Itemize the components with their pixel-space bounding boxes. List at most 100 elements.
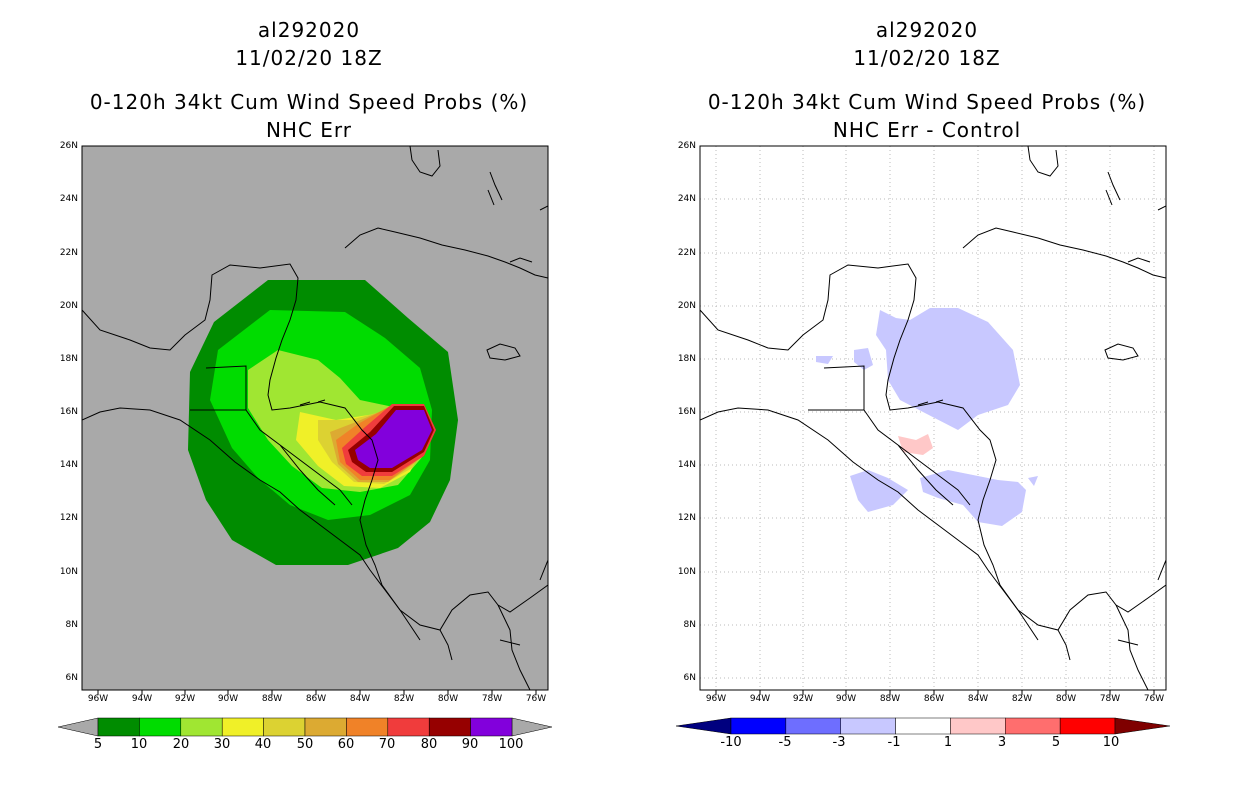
left-map-svg [57,145,553,737]
panel-subtitle: NHC Err - Control [832,118,1022,142]
lon-label: 92W [792,694,814,704]
diff-neg-region [816,356,833,364]
lon-label: 78W [481,694,503,704]
lon-label: 84W [349,694,371,704]
lat-label: 18N [677,354,696,364]
colorbar-label: 3 [997,735,1007,750]
lat-label: 6N [65,673,78,683]
colorbar-swatch [895,717,951,735]
storm-id: al292020 [875,18,979,42]
lat-label: 10N [59,567,78,577]
lat-label: 18N [59,354,78,364]
lon-label: 94W [131,694,153,704]
lat-label: 6N [683,673,696,683]
diff-neg-region [850,470,908,512]
lat-label: 16N [677,407,696,417]
right-colorbar [675,717,1171,735]
lat-label: 22N [59,248,78,258]
lon-label: 88W [261,694,283,704]
colorbar-label: 10 [1102,735,1120,750]
lat-label: 26N [677,141,696,151]
product-title: 0-120h 34kt Cum Wind Speed Probs (%) [89,90,529,114]
lon-label: 86W [305,694,327,704]
colorbar-low-arrow [675,717,732,735]
colorbar-high-arrow [511,717,553,737]
lon-label: 96W [87,694,109,704]
colorbar-label: 20 [172,737,190,752]
diff-neg-region [854,348,873,370]
colorbar-label: -5 [778,735,792,750]
colorbar-swatch [840,717,896,735]
left-map-panel: al292020 11/02/20 18Z 0-120h 34kt Cum Wi… [57,18,553,752]
colorbar-label: 100 [498,737,524,752]
colorbar-swatch [263,717,306,737]
colorbar-swatch [97,717,140,737]
left-colorbar [57,717,553,737]
lat-label: 24N [677,194,696,204]
colorbar-label: 10 [130,737,148,752]
forecast-datetime: 11/02/20 18Z [853,46,1001,70]
prob-90-contour [355,410,432,468]
colorbar-swatch [470,717,513,737]
product-title: 0-120h 34kt Cum Wind Speed Probs (%) [707,90,1147,114]
lat-label: 20N [59,301,78,311]
lon-label: 92W [174,694,196,704]
colorbar-label: 50 [296,737,314,752]
coastlines [700,146,1166,690]
lon-label: 88W [879,694,901,704]
colorbar-label: 60 [337,737,355,752]
colorbar-label: 30 [213,737,231,752]
probability-contours [188,280,458,565]
colorbar-swatch [428,717,471,737]
difference-contours [816,308,1038,526]
lon-label: 80W [437,694,459,704]
diff-neg-region [1028,476,1038,486]
forecast-datetime: 11/02/20 18Z [235,46,383,70]
colorbar-swatch [180,717,223,737]
colorbar-swatch [221,717,264,737]
colorbar-label: -10 [720,735,742,750]
colorbar-label: -1 [887,735,901,750]
lat-label: 20N [677,301,696,311]
lon-label: 84W [967,694,989,704]
map-background [700,146,1166,690]
colorbar-label: 70 [378,737,396,752]
lon-label: 78W [1099,694,1121,704]
lon-label: 76W [525,694,547,704]
lat-label: 8N [683,620,696,630]
axis-ticks [97,690,537,695]
lat-label: 16N [59,407,78,417]
lon-label: 90W [835,694,857,704]
lon-label: 82W [393,694,415,704]
colorbar-swatch [1005,717,1061,735]
axis-ticks [715,690,1155,695]
colorbar-swatch [304,717,347,737]
lat-label: 24N [59,194,78,204]
colorbar-swatch [139,717,182,737]
lat-label: 12N [677,513,696,523]
diff-pos-region [898,434,933,455]
lon-label: 82W [1011,694,1033,704]
colorbar-label: -3 [832,735,846,750]
lat-label: 14N [677,460,696,470]
colorbar-swatch [1059,717,1116,735]
colorbar-swatch [785,717,841,735]
storm-id: al292020 [257,18,361,42]
colorbar-label: 5 [93,737,103,752]
lon-label: 94W [749,694,771,704]
lon-label: 80W [1055,694,1077,704]
colorbar-high-arrow [1114,717,1171,735]
colorbar-label: 5 [1051,735,1061,750]
lon-label: 90W [217,694,239,704]
colorbar-swatch [950,717,1006,735]
lat-label: 26N [59,141,78,151]
lon-label: 96W [705,694,727,704]
colorbar-low-arrow [57,717,99,737]
colorbar-swatch [346,717,389,737]
lat-label: 8N [65,620,78,630]
diff-neg-region [920,470,1026,526]
lon-label: 76W [1143,694,1165,704]
right-map-panel: al292020 11/02/20 18Z 0-120h 34kt Cum Wi… [618,0,1236,800]
lat-label: 10N [677,567,696,577]
colorbar-label: 1 [943,735,953,750]
